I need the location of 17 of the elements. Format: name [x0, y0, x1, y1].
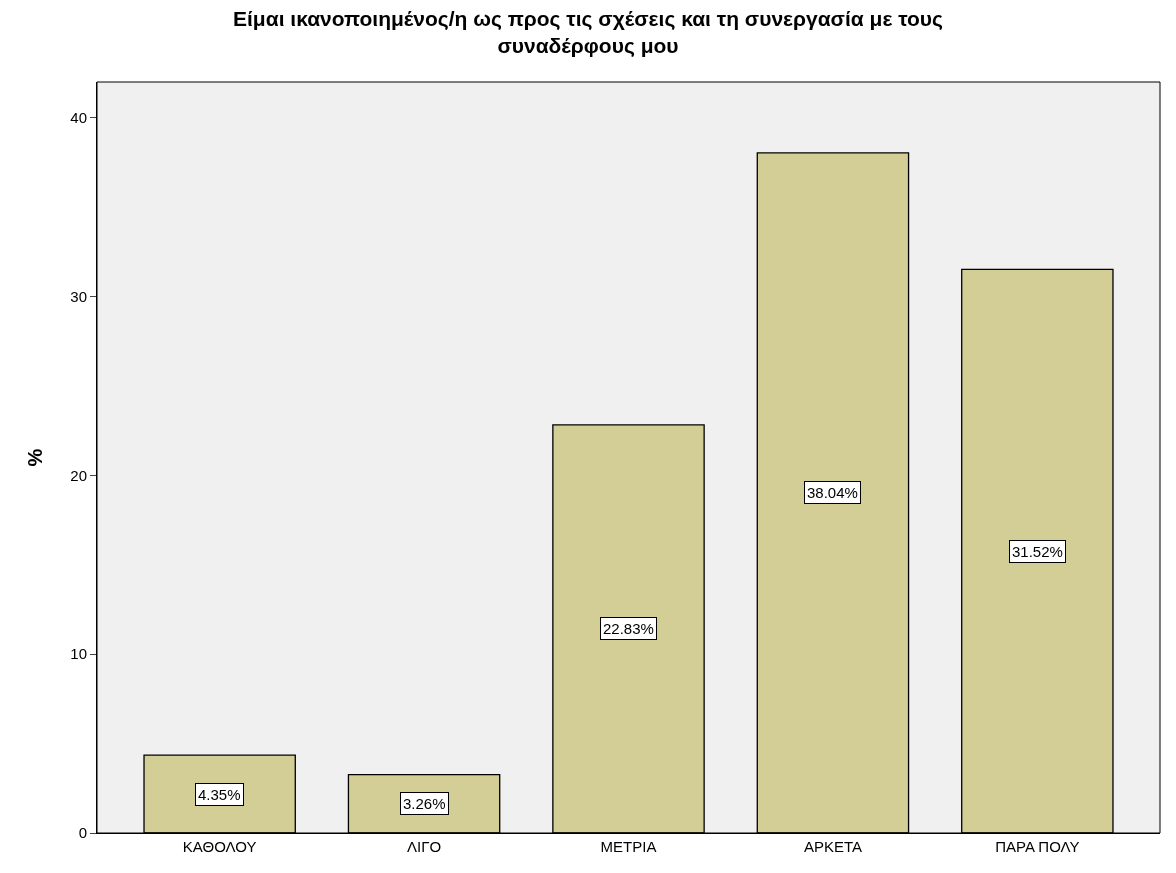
data-label: 4.35% [198, 786, 241, 803]
y-axis-title: % [23, 448, 46, 467]
x-tick-label: ΑΡΚΕΤΑ [803, 838, 862, 855]
y-tick-label: 10 [70, 645, 87, 663]
y-tick-label: 0 [78, 824, 87, 842]
x-tick-label: ΛΙΓΟ [407, 838, 442, 855]
x-tick-label: ΚΑΘΟΛΟΥ [182, 838, 257, 855]
x-tick-label: ΜΕΤΡΙΑ [600, 838, 657, 855]
data-label: 31.52% [1012, 543, 1063, 560]
data-label: 3.26% [403, 795, 446, 812]
y-tick-label: 30 [70, 287, 87, 305]
y-tick-label: 20 [70, 466, 87, 484]
y-tick-label: 40 [70, 109, 87, 127]
x-tick-label: ΠΑΡΑ ΠΟΛΥ [995, 838, 1080, 855]
data-label: 38.04% [807, 484, 858, 501]
data-label: 22.83% [603, 620, 654, 637]
chart-title: Είμαι ικανοποιημένος/η ως προς τις σχέσεις και τη συνεργασία με τους συναδέρφους μου [233, 7, 944, 59]
